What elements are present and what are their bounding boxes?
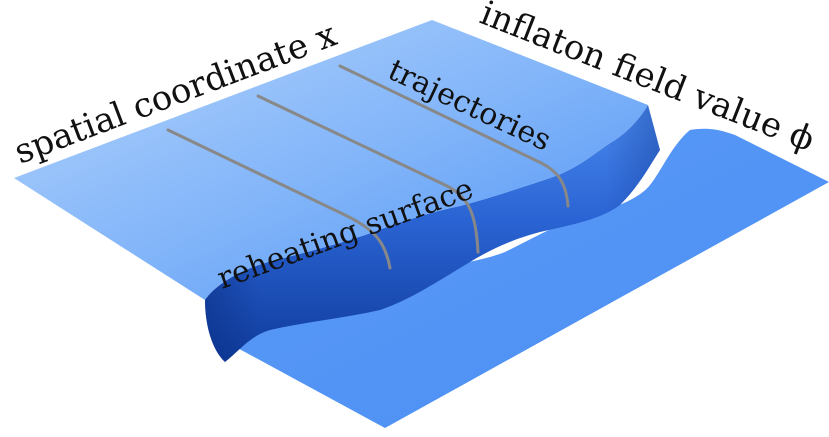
upper-plane bbox=[14, 20, 648, 300]
trajectory-line bbox=[166, 128, 392, 270]
trajectory-line bbox=[256, 94, 480, 254]
trajectory-line bbox=[338, 64, 570, 208]
lower-plane bbox=[232, 128, 829, 429]
trajectories-group bbox=[166, 64, 570, 270]
cliff-shading bbox=[205, 105, 660, 362]
